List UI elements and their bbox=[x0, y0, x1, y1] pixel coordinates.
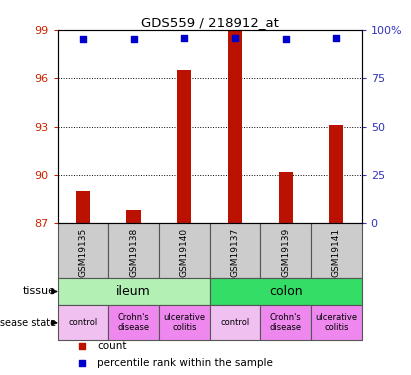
Text: ulcerative
colitis: ulcerative colitis bbox=[315, 313, 358, 332]
Text: control: control bbox=[220, 318, 249, 327]
Bar bbox=[159, 305, 210, 340]
Text: tissue: tissue bbox=[23, 286, 56, 297]
Bar bbox=[260, 223, 311, 278]
Point bbox=[80, 36, 86, 42]
Bar bbox=[228, 30, 242, 223]
Bar bbox=[127, 210, 141, 223]
Text: GSM19138: GSM19138 bbox=[129, 228, 138, 277]
Bar bbox=[210, 305, 260, 340]
Text: ileum: ileum bbox=[116, 285, 151, 298]
Text: GSM19140: GSM19140 bbox=[180, 228, 189, 277]
Title: GDS559 / 218912_at: GDS559 / 218912_at bbox=[141, 16, 279, 29]
Text: Crohn's
disease: Crohn's disease bbox=[270, 313, 302, 332]
Text: Crohn's
disease: Crohn's disease bbox=[118, 313, 150, 332]
Point bbox=[79, 360, 85, 366]
Text: ulcerative
colitis: ulcerative colitis bbox=[163, 313, 206, 332]
Bar bbox=[311, 305, 362, 340]
Text: count: count bbox=[97, 341, 127, 351]
Bar bbox=[58, 305, 108, 340]
Point bbox=[333, 35, 339, 41]
Bar bbox=[177, 70, 192, 223]
Text: GSM19139: GSM19139 bbox=[281, 228, 290, 277]
Text: GSM19135: GSM19135 bbox=[79, 228, 88, 277]
Text: percentile rank within the sample: percentile rank within the sample bbox=[97, 358, 273, 368]
Point bbox=[79, 344, 85, 350]
Bar bbox=[279, 172, 293, 223]
Bar bbox=[58, 278, 210, 305]
Point bbox=[282, 36, 289, 42]
Bar bbox=[311, 223, 362, 278]
Bar bbox=[210, 223, 260, 278]
Bar bbox=[58, 223, 108, 278]
Text: control: control bbox=[68, 318, 97, 327]
Text: GSM19141: GSM19141 bbox=[332, 228, 341, 277]
Text: disease state: disease state bbox=[0, 318, 56, 328]
Bar bbox=[210, 278, 362, 305]
Bar bbox=[76, 191, 90, 223]
Text: colon: colon bbox=[269, 285, 302, 298]
Text: GSM19137: GSM19137 bbox=[231, 228, 240, 277]
Point bbox=[181, 35, 187, 41]
Point bbox=[232, 35, 238, 41]
Bar bbox=[260, 305, 311, 340]
Bar bbox=[159, 223, 210, 278]
Bar bbox=[108, 305, 159, 340]
Bar bbox=[329, 125, 344, 223]
Bar bbox=[108, 223, 159, 278]
Point bbox=[130, 36, 137, 42]
